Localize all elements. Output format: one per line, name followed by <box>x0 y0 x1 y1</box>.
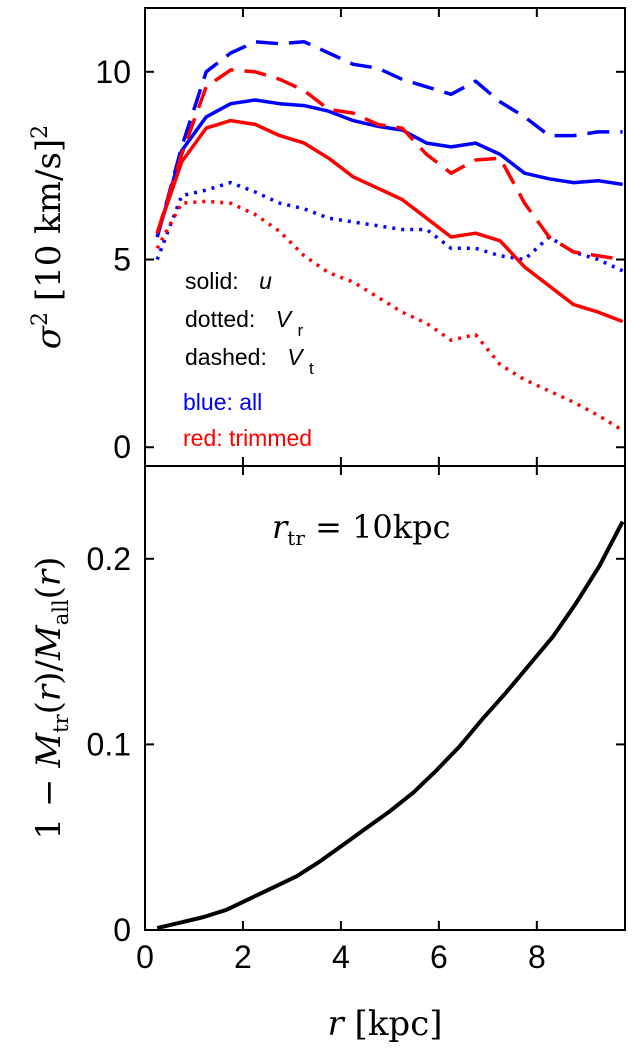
legend: solid: u dotted: V r dashed: V t blue: a… <box>183 268 314 451</box>
series-red-dotted <box>155 199 624 432</box>
bottom-series <box>156 520 625 931</box>
legend-entry-dashed: dashed: V t <box>185 344 314 378</box>
x-axis-label: r [kpc] <box>327 1004 442 1044</box>
series-blue-solid <box>155 98 623 238</box>
bottom-y-tick-label: 0 <box>113 912 131 948</box>
top-series <box>155 40 624 432</box>
bottom-y-tick-label: 0.1 <box>87 726 131 762</box>
x-tick-label: 4 <box>332 939 350 975</box>
top-y-axis-label: σ2 [10 km/s]2 <box>28 125 69 349</box>
top-y-tick-label: 10 <box>95 54 131 90</box>
series-red-dashed <box>155 68 623 262</box>
x-tick-label: 2 <box>234 939 252 975</box>
bottom-ticks: 0 0.1 0.2 0 2 4 6 8 <box>87 466 625 975</box>
annotation-rtr: rtr = 10kpc <box>272 508 451 550</box>
x-tick-label: 0 <box>136 939 154 975</box>
series-blue-dotted <box>155 180 624 273</box>
series-red-solid <box>155 118 624 324</box>
legend-entry-red: red: trimmed <box>183 425 312 451</box>
top-y-tick-label: 5 <box>113 242 131 278</box>
bottom-y-axis-label: 1 − Mtr(r)/Mall(r) <box>29 557 73 840</box>
top-y-tick-label: 0 <box>113 429 131 465</box>
bottom-panel-frame <box>144 465 626 931</box>
bottom-y-tick-label: 0.2 <box>87 541 131 577</box>
top-ticks: 0 5 10 <box>95 8 625 466</box>
series-blue-dashed <box>155 40 623 238</box>
legend-entry-solid: solid: u <box>185 268 272 294</box>
legend-entry-dotted: dotted: V r <box>185 306 303 340</box>
x-tick-label: 8 <box>528 939 546 975</box>
legend-entry-blue: blue: all <box>183 389 262 415</box>
series-fraction <box>156 520 625 931</box>
x-tick-label: 6 <box>430 939 448 975</box>
